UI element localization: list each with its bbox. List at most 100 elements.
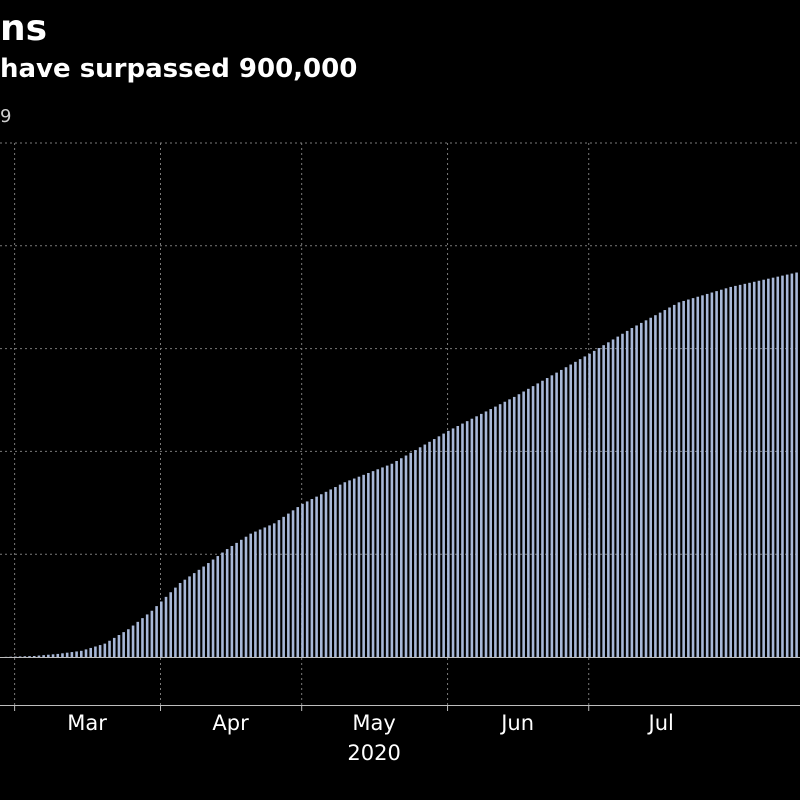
bar (668, 307, 671, 657)
bar (451, 428, 455, 657)
bar (127, 629, 130, 657)
bar (178, 582, 182, 657)
bar (367, 472, 370, 657)
bar (738, 284, 742, 657)
bar (691, 298, 695, 657)
bar (37, 655, 41, 657)
bar (767, 278, 770, 657)
bar (785, 274, 789, 657)
x-tick-label: May (352, 711, 395, 735)
bar (211, 559, 215, 657)
bar (287, 513, 290, 657)
bar (418, 447, 422, 657)
bar (98, 645, 102, 657)
bar (696, 296, 700, 657)
bar (621, 333, 624, 657)
bar (390, 463, 394, 657)
x-tick-label: Apr (212, 711, 249, 735)
bar (687, 299, 690, 657)
bar (94, 646, 97, 657)
bar (315, 496, 318, 657)
bar (461, 423, 464, 657)
bar (207, 563, 210, 657)
bar (324, 491, 328, 657)
bar (362, 474, 365, 657)
bar (155, 606, 158, 657)
bar (569, 364, 572, 657)
bar (188, 576, 191, 657)
bar (112, 637, 116, 657)
bar (108, 640, 111, 657)
bar (494, 406, 497, 657)
bar (14, 656, 17, 658)
bar (781, 275, 784, 657)
bar (437, 436, 441, 657)
bar (141, 618, 144, 657)
bar (352, 478, 356, 657)
bar (254, 531, 257, 657)
bar (51, 654, 55, 657)
bar (588, 353, 591, 657)
bar (136, 621, 140, 657)
bar (560, 369, 563, 657)
bar (432, 439, 436, 657)
bar (357, 476, 361, 657)
bar (607, 342, 610, 657)
bar (164, 596, 168, 657)
bar (503, 401, 507, 657)
bar (235, 542, 238, 657)
bar (385, 465, 389, 657)
bar (192, 573, 196, 657)
bar (404, 455, 408, 657)
bar (522, 391, 525, 657)
chart-unit-label: 9 (0, 106, 12, 127)
bar (757, 280, 761, 657)
bar (225, 549, 229, 657)
bar (28, 656, 31, 657)
bar (42, 655, 45, 657)
bar (512, 396, 516, 657)
bar (484, 411, 488, 657)
bar (517, 394, 521, 657)
bar (268, 525, 271, 657)
bar (216, 556, 220, 657)
bar (428, 441, 431, 657)
bar (729, 286, 732, 657)
bar (574, 361, 577, 657)
bar (56, 653, 60, 657)
bar (649, 317, 652, 657)
bar (414, 450, 417, 657)
bar (658, 312, 662, 657)
bar (578, 359, 582, 657)
bar (795, 272, 798, 657)
bar (489, 409, 492, 657)
bar (18, 656, 22, 658)
bar (752, 281, 756, 657)
bar (240, 539, 243, 657)
bar (597, 348, 601, 657)
bar (305, 501, 309, 657)
bar (296, 507, 300, 657)
bar (32, 655, 36, 657)
bar (272, 523, 276, 657)
bar (131, 625, 135, 657)
bar (174, 587, 177, 657)
bar (263, 527, 267, 657)
bar (527, 388, 530, 657)
bar (550, 375, 554, 657)
chart-subtitle: have surpassed 900,000 (0, 54, 358, 84)
bar (447, 430, 450, 657)
bar (715, 291, 718, 657)
bar (545, 378, 549, 657)
bar (122, 632, 125, 657)
bar (334, 487, 337, 657)
bar (762, 279, 765, 657)
bar (743, 283, 747, 657)
bar (249, 533, 252, 657)
bar (400, 458, 403, 657)
bar (409, 452, 412, 657)
bar (202, 566, 205, 657)
bar (381, 467, 384, 657)
bar (710, 292, 714, 657)
bar (748, 282, 751, 657)
